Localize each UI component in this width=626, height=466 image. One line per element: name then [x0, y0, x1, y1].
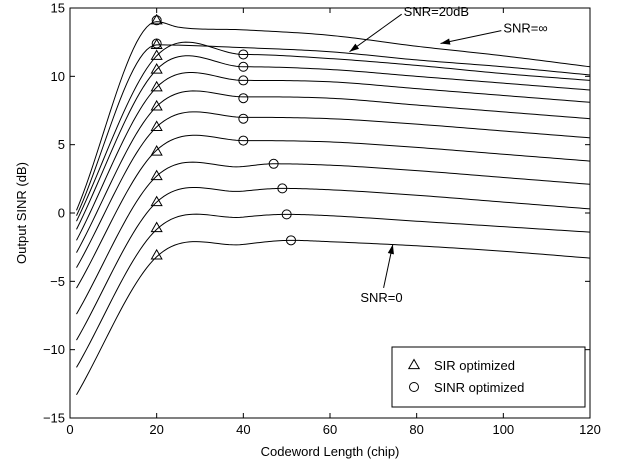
- circle-marker-icon: [409, 382, 419, 392]
- series-line-9: [76, 55, 591, 230]
- x-tick-label: 20: [149, 422, 163, 437]
- series-line-4: [76, 161, 591, 315]
- sir-optimized-marker: [150, 120, 163, 131]
- x-tick-label: 80: [409, 422, 423, 437]
- legend-item-sinr: SINR optimized: [409, 380, 524, 395]
- x-axis-label: Codeword Length (chip): [261, 444, 400, 459]
- annotation-label: SNR=0: [360, 290, 402, 305]
- x-tick-label: 0: [66, 422, 73, 437]
- legend: SIR optimized SINR optimized: [391, 346, 586, 408]
- annotation-arrowhead: [349, 43, 360, 52]
- y-tick-label: 15: [51, 1, 65, 16]
- sinr-optimized-marker: [281, 209, 292, 220]
- annotation-arrow-shaft: [349, 13, 402, 53]
- sir-optimized-marker: [150, 80, 163, 92]
- legend-box: [391, 346, 586, 408]
- y-axis-label: Output SINR (dB): [14, 162, 29, 264]
- y-tick-label: −10: [43, 342, 65, 357]
- sir-optimized-marker: [150, 49, 163, 60]
- marker-group: [150, 13, 296, 260]
- series-line-3: [76, 186, 591, 341]
- sir-optimized-marker: [150, 248, 163, 260]
- x-tick-label: 120: [579, 422, 601, 437]
- x-tick-label: 100: [492, 422, 514, 437]
- sinr-optimized-marker: [238, 61, 249, 72]
- series-line-8: [76, 71, 591, 241]
- triangle-marker-icon: [407, 358, 421, 370]
- series-line-10: [76, 41, 591, 222]
- annotation-arrowhead: [440, 38, 451, 45]
- legend-item-sir: SIR optimized: [407, 358, 515, 373]
- sinr-optimized-marker: [238, 49, 249, 60]
- axis-ticks: 0 20 40 60 80 100 120 −15 −10 −5 0 5 10 15: [43, 1, 601, 438]
- series-line-7: [76, 90, 591, 253]
- series-line-1: [76, 239, 591, 396]
- sinr-optimized-marker: [151, 15, 162, 26]
- annotation-group: SNR=20dB SNR=∞ SNR=0: [349, 4, 548, 305]
- annotation-arrow-shaft: [440, 30, 502, 45]
- sinr-optimized-marker: [238, 135, 249, 146]
- legend-label-sir: SIR optimized: [434, 358, 515, 373]
- x-tick-label: 60: [323, 422, 337, 437]
- legend-label-sinr: SINR optimized: [434, 380, 524, 395]
- sinr-optimized-marker: [238, 75, 249, 86]
- series-line-11: [76, 44, 591, 216]
- series-group: [76, 21, 591, 396]
- sinr-optimized-marker: [286, 235, 296, 246]
- sinr-optimized-marker: [238, 93, 249, 104]
- sir-optimized-marker: [150, 99, 163, 111]
- y-tick-label: −5: [50, 274, 65, 289]
- series-line-6: [76, 111, 591, 268]
- y-tick-label: 10: [51, 69, 65, 84]
- sir-optimized-marker: [150, 195, 163, 207]
- series-line-5: [76, 134, 591, 289]
- sir-optimized-marker: [150, 62, 163, 74]
- annotation-label: SNR=∞: [503, 21, 547, 36]
- sinr-optimized-marker: [277, 183, 288, 194]
- x-tick-label: 40: [236, 422, 250, 437]
- y-tick-label: −15: [43, 411, 65, 426]
- sinr-optimized-marker: [238, 113, 249, 124]
- sir-optimized-marker: [150, 13, 163, 25]
- sir-optimized-marker: [150, 144, 163, 156]
- sinr-optimized-marker: [268, 158, 279, 169]
- sinr-optimized-marker: [151, 38, 162, 49]
- y-tick-label: 0: [58, 206, 65, 221]
- series-line-2: [76, 213, 591, 368]
- annotation-arrowhead: [387, 244, 394, 255]
- sir-optimized-marker: [150, 221, 163, 233]
- y-tick-label: 5: [58, 137, 65, 152]
- series-line-12: [76, 21, 591, 211]
- sir-optimized-marker: [150, 169, 163, 181]
- annotation-label: SNR=20dB: [404, 4, 469, 19]
